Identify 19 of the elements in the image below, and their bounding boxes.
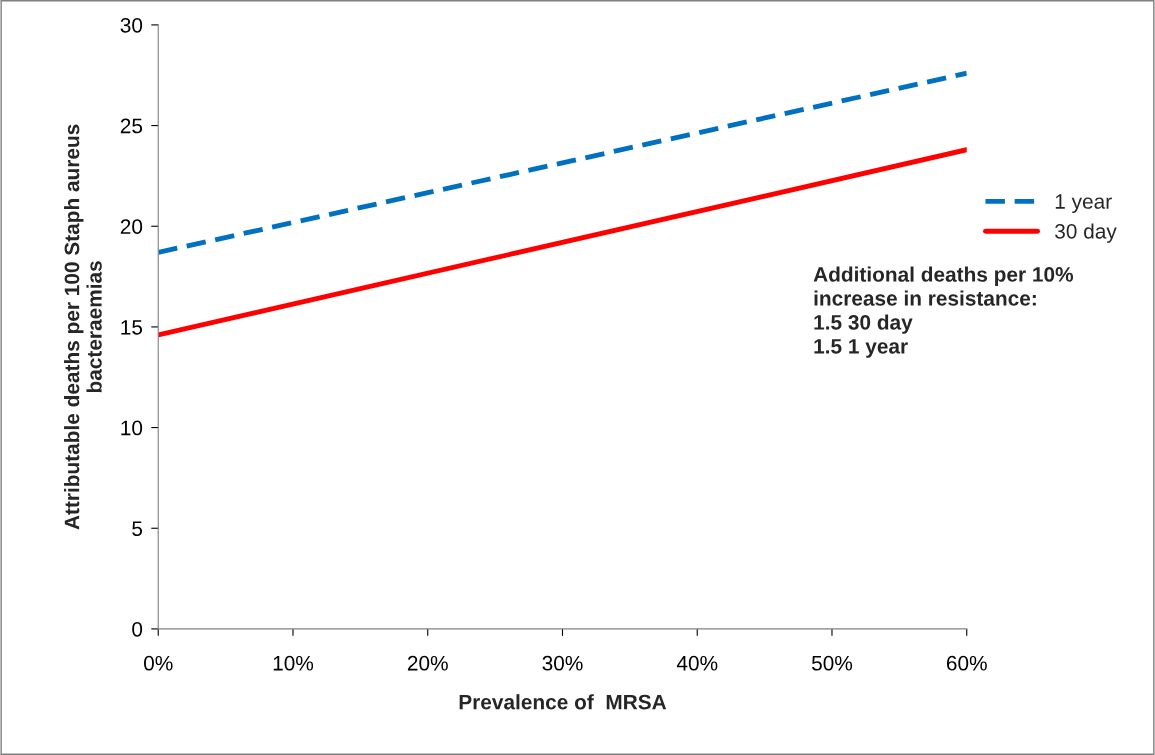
x-tick-label: 30% — [542, 655, 583, 671]
x-tick-label: 0% — [143, 655, 173, 671]
y-tick-label: 25 — [120, 118, 143, 134]
y-axis-title: Attributable deaths per 100 Staph aureus bacteraemias — [64, 124, 102, 530]
y-tick-label: 20 — [120, 219, 143, 234]
x-tick-label: 10% — [273, 655, 314, 671]
legend-label: 1 year — [1055, 194, 1112, 213]
y-tick-label: 0 — [132, 621, 143, 637]
x-tick-label: 20% — [407, 655, 448, 671]
x-tick-label: 60% — [946, 655, 987, 671]
annotation: Additional deaths per 10% increase in resistance: 1.5 30 day 1.5 1 year — [813, 266, 1074, 358]
legend-label: 30 day — [1055, 223, 1117, 243]
y-tick-label: 15 — [121, 320, 143, 335]
x-axis-title: Prevalence of MRSA — [459, 694, 667, 710]
x-tick-label: 50% — [811, 655, 853, 671]
x-tick-label: 40% — [676, 655, 718, 671]
y-tick-label: 10 — [121, 420, 143, 436]
y-tick-label: 5 — [132, 521, 143, 536]
y-tick-label: 30 — [120, 17, 143, 33]
